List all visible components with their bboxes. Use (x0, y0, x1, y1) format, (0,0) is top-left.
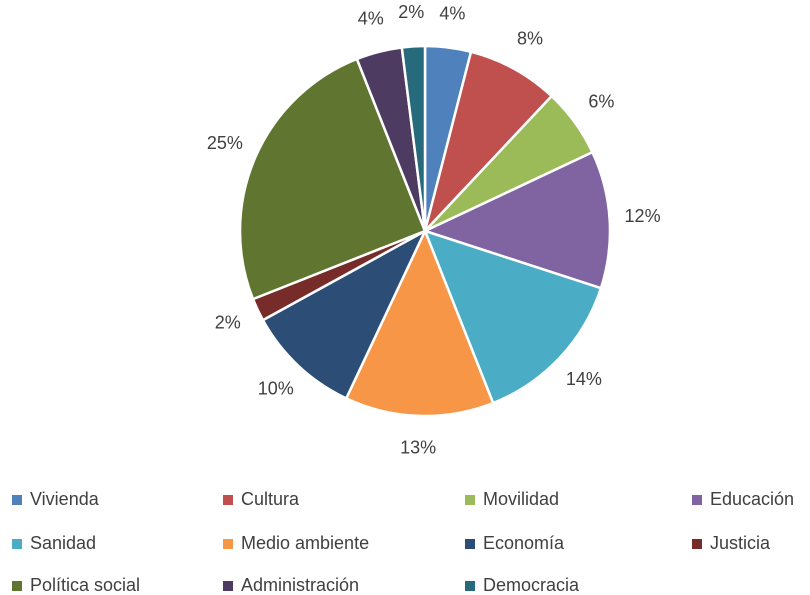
legend-label: Democracia (483, 575, 580, 595)
data-label: 12% (625, 206, 661, 226)
legend-swatch (692, 495, 702, 505)
legend-swatch (12, 581, 22, 591)
pie-slice (422, 228, 603, 405)
pie-slice (421, 150, 612, 290)
legend-swatch (223, 539, 233, 549)
legend-swatch (465, 539, 475, 549)
data-label: 6% (588, 92, 614, 112)
legend-swatch (223, 581, 233, 591)
data-label: 4% (358, 9, 384, 29)
legend-label: Administración (241, 575, 359, 595)
legend-label: Educación (710, 489, 794, 509)
legend-label: Economía (483, 533, 565, 553)
data-label: 4% (439, 3, 465, 23)
legend-swatch (692, 539, 702, 549)
data-label: 25% (207, 133, 243, 153)
legend-label: Movilidad (483, 489, 559, 509)
data-label: 13% (400, 438, 436, 458)
data-label: 14% (566, 369, 602, 389)
pie-slice (261, 228, 428, 401)
data-label: 2% (215, 313, 241, 333)
legend-swatch (465, 495, 475, 505)
legend-label: Política social (30, 575, 140, 595)
legend-label: Sanidad (30, 533, 96, 553)
legend-label: Medio ambiente (241, 533, 369, 553)
data-label: 10% (258, 379, 294, 399)
legend-swatch (12, 539, 22, 549)
pie-slice (238, 57, 427, 301)
legend-swatch (12, 495, 22, 505)
legend-label: Justicia (710, 533, 771, 553)
pie-slice (423, 50, 554, 232)
pie-slice (344, 227, 495, 418)
legend-swatch (223, 495, 233, 505)
data-label: 8% (517, 29, 543, 49)
pie-slice (400, 44, 427, 232)
legend-label: Vivienda (30, 489, 100, 509)
legend-swatch (465, 581, 475, 591)
legend-label: Cultura (241, 489, 300, 509)
data-label: 2% (398, 2, 424, 22)
